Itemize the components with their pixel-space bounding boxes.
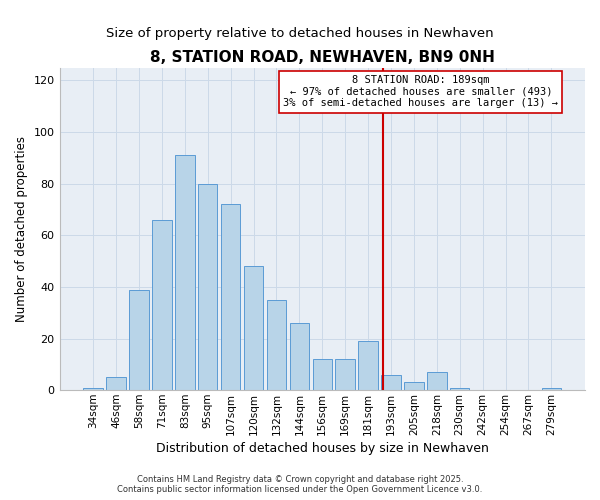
Bar [106, 377, 126, 390]
Bar [244, 266, 263, 390]
Text: Contains HM Land Registry data © Crown copyright and database right 2025.
Contai: Contains HM Land Registry data © Crown c… [118, 474, 482, 494]
Bar [542, 388, 561, 390]
Title: 8, STATION ROAD, NEWHAVEN, BN9 0NH: 8, STATION ROAD, NEWHAVEN, BN9 0NH [150, 50, 495, 65]
Bar [198, 184, 217, 390]
Bar [381, 374, 401, 390]
Text: 8 STATION ROAD: 189sqm
← 97% of detached houses are smaller (493)
3% of semi-det: 8 STATION ROAD: 189sqm ← 97% of detached… [283, 76, 558, 108]
Bar [221, 204, 241, 390]
Bar [450, 388, 469, 390]
Bar [83, 388, 103, 390]
Bar [267, 300, 286, 390]
Bar [358, 341, 378, 390]
Text: Size of property relative to detached houses in Newhaven: Size of property relative to detached ho… [106, 28, 494, 40]
Bar [427, 372, 446, 390]
Bar [129, 290, 149, 390]
Bar [175, 156, 194, 390]
Bar [290, 323, 309, 390]
Y-axis label: Number of detached properties: Number of detached properties [15, 136, 28, 322]
Bar [404, 382, 424, 390]
Bar [313, 359, 332, 390]
Bar [335, 359, 355, 390]
Bar [152, 220, 172, 390]
X-axis label: Distribution of detached houses by size in Newhaven: Distribution of detached houses by size … [156, 442, 489, 455]
